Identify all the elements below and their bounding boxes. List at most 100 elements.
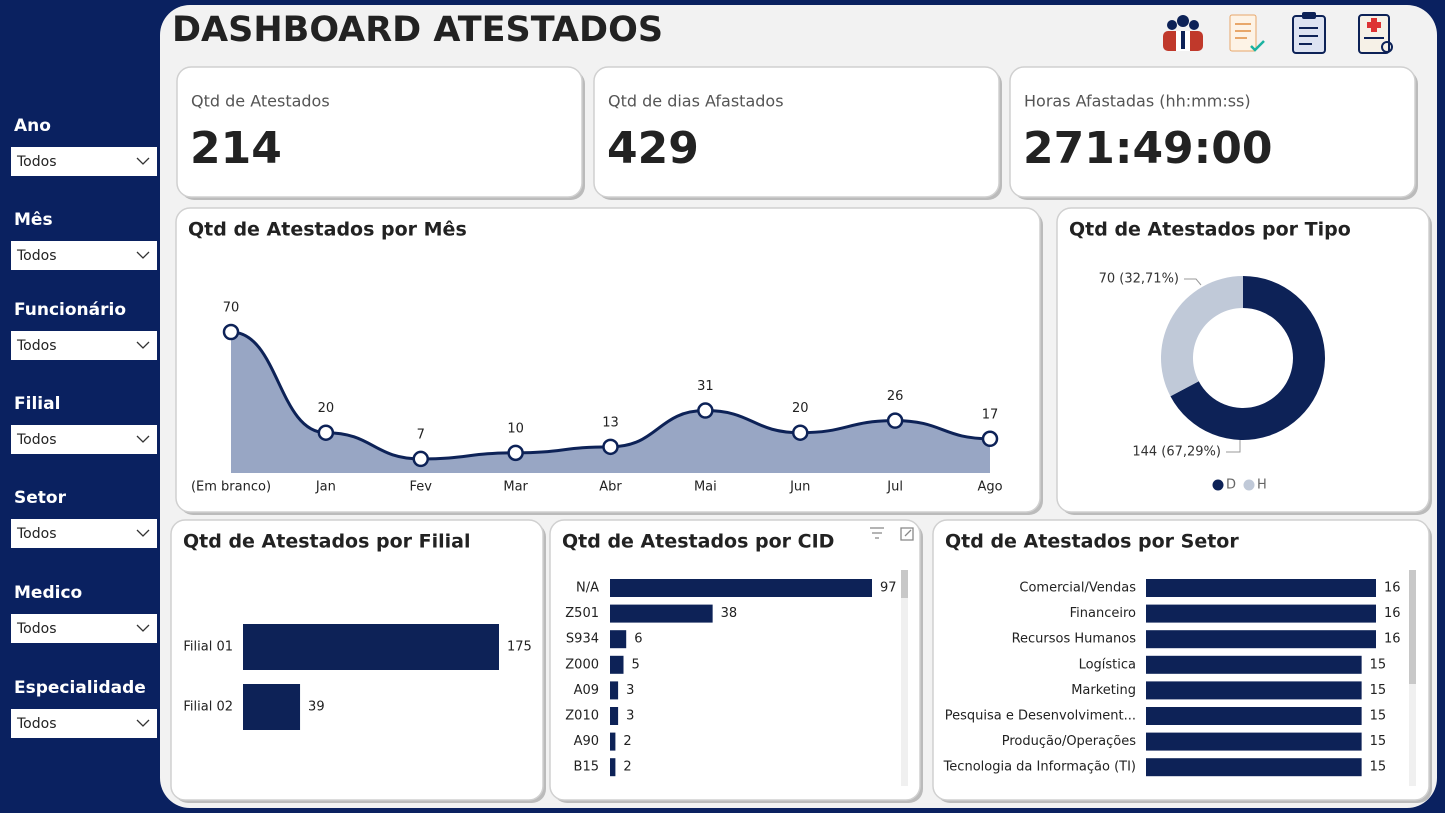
data-label: 15 [1370, 760, 1387, 775]
scrollbar-track [901, 570, 908, 786]
data-label: 175 [507, 640, 532, 655]
x-tick-label: Abr [599, 480, 622, 495]
bar [1146, 655, 1362, 674]
chart-card [1056, 207, 1430, 513]
dropdown-chevron [136, 157, 150, 165]
point [412, 450, 429, 468]
y-tick-label: Logística [1079, 657, 1136, 672]
filter-icon[interactable] [870, 527, 884, 539]
point [886, 412, 904, 429]
kpi-card [1009, 66, 1416, 198]
donut-slice [1170, 276, 1325, 440]
x-tick-label: Jun [789, 480, 810, 495]
filter-dropdown[interactable] [11, 519, 157, 548]
chart-title: Qtd de Atestados por Tipo [1069, 219, 1351, 241]
data-label: 5 [632, 657, 640, 672]
bar [1146, 630, 1376, 649]
y-tick-label: N/A [576, 581, 599, 596]
filter-dropdown[interactable] [11, 331, 157, 360]
focus-icon[interactable] [900, 527, 914, 541]
data-label: 15 [1370, 709, 1387, 724]
point [222, 323, 240, 341]
kpi-card [593, 66, 1000, 198]
bar [610, 681, 619, 700]
data-label: 15 [1370, 683, 1387, 698]
kpi-label: Qtd de dias Afastados [608, 92, 784, 111]
y-tick-label: Z501 [565, 606, 599, 621]
page-title: DASHBOARD ATESTADOS [172, 10, 663, 50]
data-label: 16 [1384, 606, 1401, 621]
icon-clipboard [1292, 12, 1326, 54]
filter-label: Filial [14, 394, 60, 414]
chart-title: Qtd de Atestados por Setor [945, 531, 1239, 553]
y-tick-label: Pesquisa e Desenvolviment... [945, 709, 1136, 724]
dropdown-chevron [136, 624, 150, 632]
data-label: 15 [1370, 657, 1387, 672]
y-tick-label: Z000 [565, 657, 599, 672]
y-tick-label: Financeiro [1070, 606, 1136, 621]
filter-dropdown[interactable] [11, 241, 157, 270]
data-label: 10 [507, 421, 524, 436]
icon-checklist [1229, 14, 1265, 52]
bar [243, 684, 301, 730]
data-label: 97 [880, 581, 897, 596]
bar [1146, 681, 1362, 700]
point [792, 424, 809, 441]
kpi-value: 271:49:00 [1023, 123, 1273, 174]
x-tick-label: Fev [410, 480, 433, 495]
y-tick-label: Comercial/Vendas [1019, 581, 1136, 596]
dropdown-chevron [136, 719, 150, 727]
bar [610, 630, 627, 649]
legend-label: D [1226, 478, 1236, 493]
point [507, 444, 524, 462]
icon-prescription [1358, 14, 1393, 54]
dropdown-chevron [136, 251, 150, 259]
legend-swatch [1243, 479, 1255, 491]
data-label: 144 (67,29%) [1132, 445, 1221, 460]
bar [610, 707, 619, 725]
filter-dropdown[interactable] [11, 709, 157, 738]
data-label: 7 [417, 427, 425, 442]
bar [610, 655, 624, 674]
x-tick-label: (Em branco) [191, 480, 271, 495]
data-label: 26 [887, 389, 904, 404]
data-label: 2 [623, 734, 631, 749]
dropdown-chevron [136, 435, 150, 443]
x-tick-label: Jul [886, 480, 903, 495]
y-tick-label: Recursos Humanos [1012, 632, 1137, 647]
filter-dropdown[interactable] [11, 614, 157, 643]
filter-dropdown[interactable] [11, 425, 157, 454]
data-label: 39 [308, 700, 325, 715]
y-tick-label: Marketing [1071, 683, 1136, 698]
filter-value: Todos [16, 154, 56, 170]
x-tick-label: Mai [694, 480, 717, 495]
y-tick-label: A90 [574, 734, 599, 749]
data-label: 6 [634, 632, 642, 647]
y-tick-label: Produção/Operações [1002, 734, 1136, 749]
x-tick-label: Ago [977, 480, 1002, 495]
leader-line [1184, 278, 1202, 286]
bar [610, 604, 713, 623]
point [697, 402, 714, 419]
bar [610, 758, 616, 777]
chart-card [549, 519, 921, 801]
data-label: 15 [1370, 734, 1387, 749]
bar [610, 732, 616, 751]
kpi-card [176, 66, 583, 198]
y-tick-label: B15 [574, 760, 599, 775]
filter-value: Todos [16, 248, 56, 264]
filter-value: Todos [16, 526, 56, 542]
kpi-value: 429 [607, 123, 699, 174]
filter-label: Funcionário [14, 300, 126, 320]
filter-dropdown[interactable] [11, 147, 157, 176]
filter-value: Todos [16, 621, 56, 637]
kpi-label: Qtd de Atestados [191, 92, 330, 111]
point [602, 438, 619, 456]
y-tick-label: Filial 02 [183, 700, 233, 715]
data-label: 2 [623, 760, 631, 775]
data-label: 20 [318, 401, 335, 416]
bar [1146, 707, 1362, 725]
y-tick-label: Z010 [565, 709, 599, 724]
dropdown-chevron [136, 529, 150, 537]
